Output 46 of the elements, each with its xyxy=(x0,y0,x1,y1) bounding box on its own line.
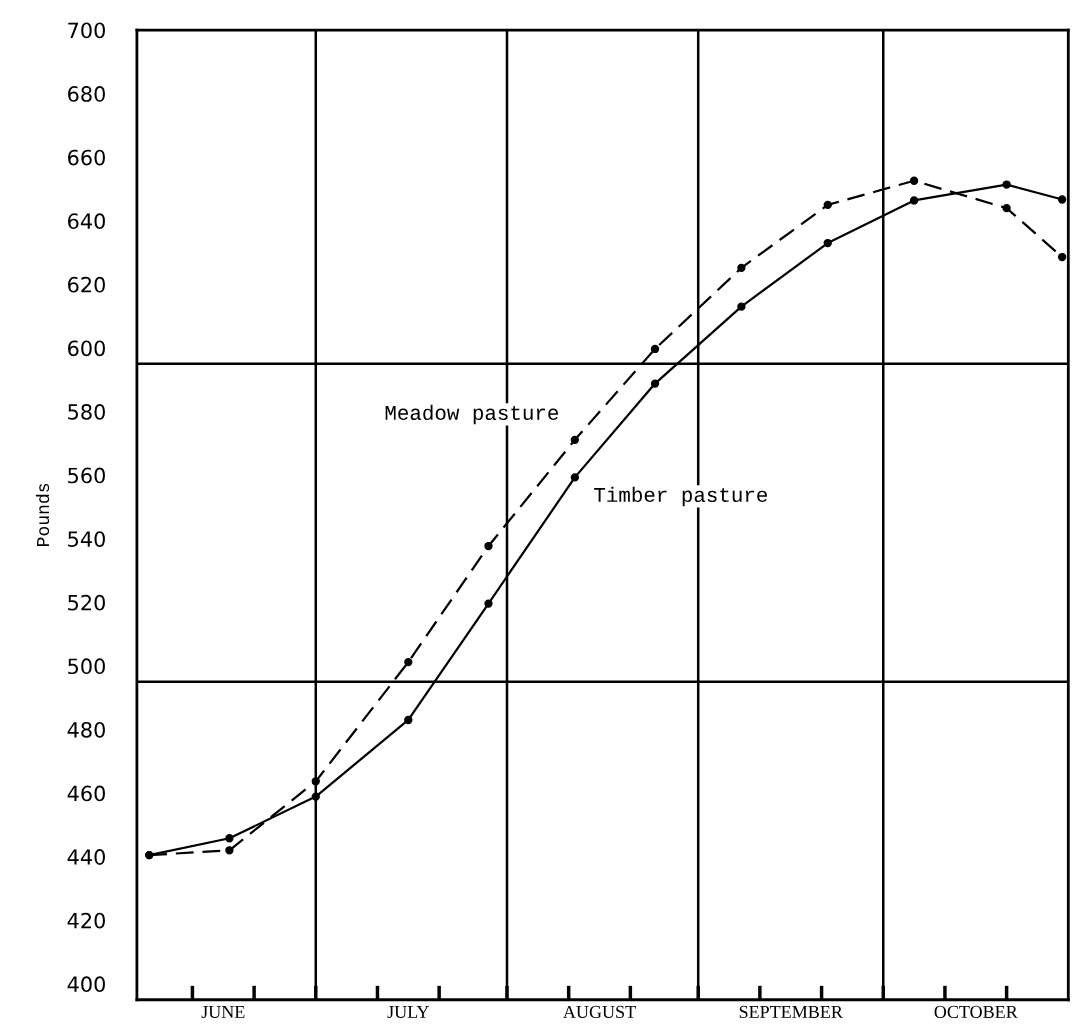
y-tick-label: 520 xyxy=(68,594,105,611)
point xyxy=(311,792,320,801)
y-tick-label: 440 xyxy=(67,849,105,865)
series-label: Timber pasture xyxy=(594,486,768,507)
point xyxy=(737,263,746,273)
point xyxy=(570,473,580,482)
y-tick-label: 480 xyxy=(67,721,105,738)
y-tick-label: 620 xyxy=(68,276,105,293)
y-tick-label: 660 xyxy=(68,149,105,166)
x-tick-label: JULY xyxy=(387,1006,430,1018)
point xyxy=(650,379,660,388)
point xyxy=(225,846,234,855)
point xyxy=(1002,203,1011,213)
x-tick-label: JUNE xyxy=(201,1006,245,1018)
x-tick-label: SEPTEMBER xyxy=(739,1005,843,1018)
point xyxy=(823,200,832,210)
point xyxy=(311,777,320,786)
point xyxy=(909,176,919,185)
y-tick-label: 460 xyxy=(67,785,105,802)
y-tick-label: 680 xyxy=(68,86,105,102)
y-tick-label: 400 xyxy=(67,976,105,993)
x-tick-label: AUGUST xyxy=(563,1005,636,1018)
point xyxy=(650,344,660,354)
point xyxy=(484,541,493,551)
point xyxy=(1057,195,1067,204)
point xyxy=(570,435,580,445)
x-tick-label: OCTOBER xyxy=(934,1005,1018,1018)
point xyxy=(484,599,493,608)
point xyxy=(404,715,413,725)
y-tick-label: 700 xyxy=(68,22,105,39)
y-tick-label: 540 xyxy=(68,531,105,547)
point xyxy=(909,196,919,205)
series-label: Meadow pasture xyxy=(385,404,559,425)
point xyxy=(1057,252,1067,262)
y-tick-label: 600 xyxy=(68,340,105,357)
y-tick-label: 580 xyxy=(68,404,105,420)
y-axis-title: Pounds xyxy=(35,483,50,546)
y-tick-label: 560 xyxy=(68,467,105,484)
point xyxy=(737,302,746,311)
y-tick-label: 500 xyxy=(68,658,105,675)
y-tick-label: 420 xyxy=(67,912,105,929)
point xyxy=(225,834,234,843)
y-tick-label: 640 xyxy=(68,213,105,230)
point xyxy=(823,238,832,248)
point xyxy=(404,657,413,667)
point xyxy=(1002,180,1011,189)
